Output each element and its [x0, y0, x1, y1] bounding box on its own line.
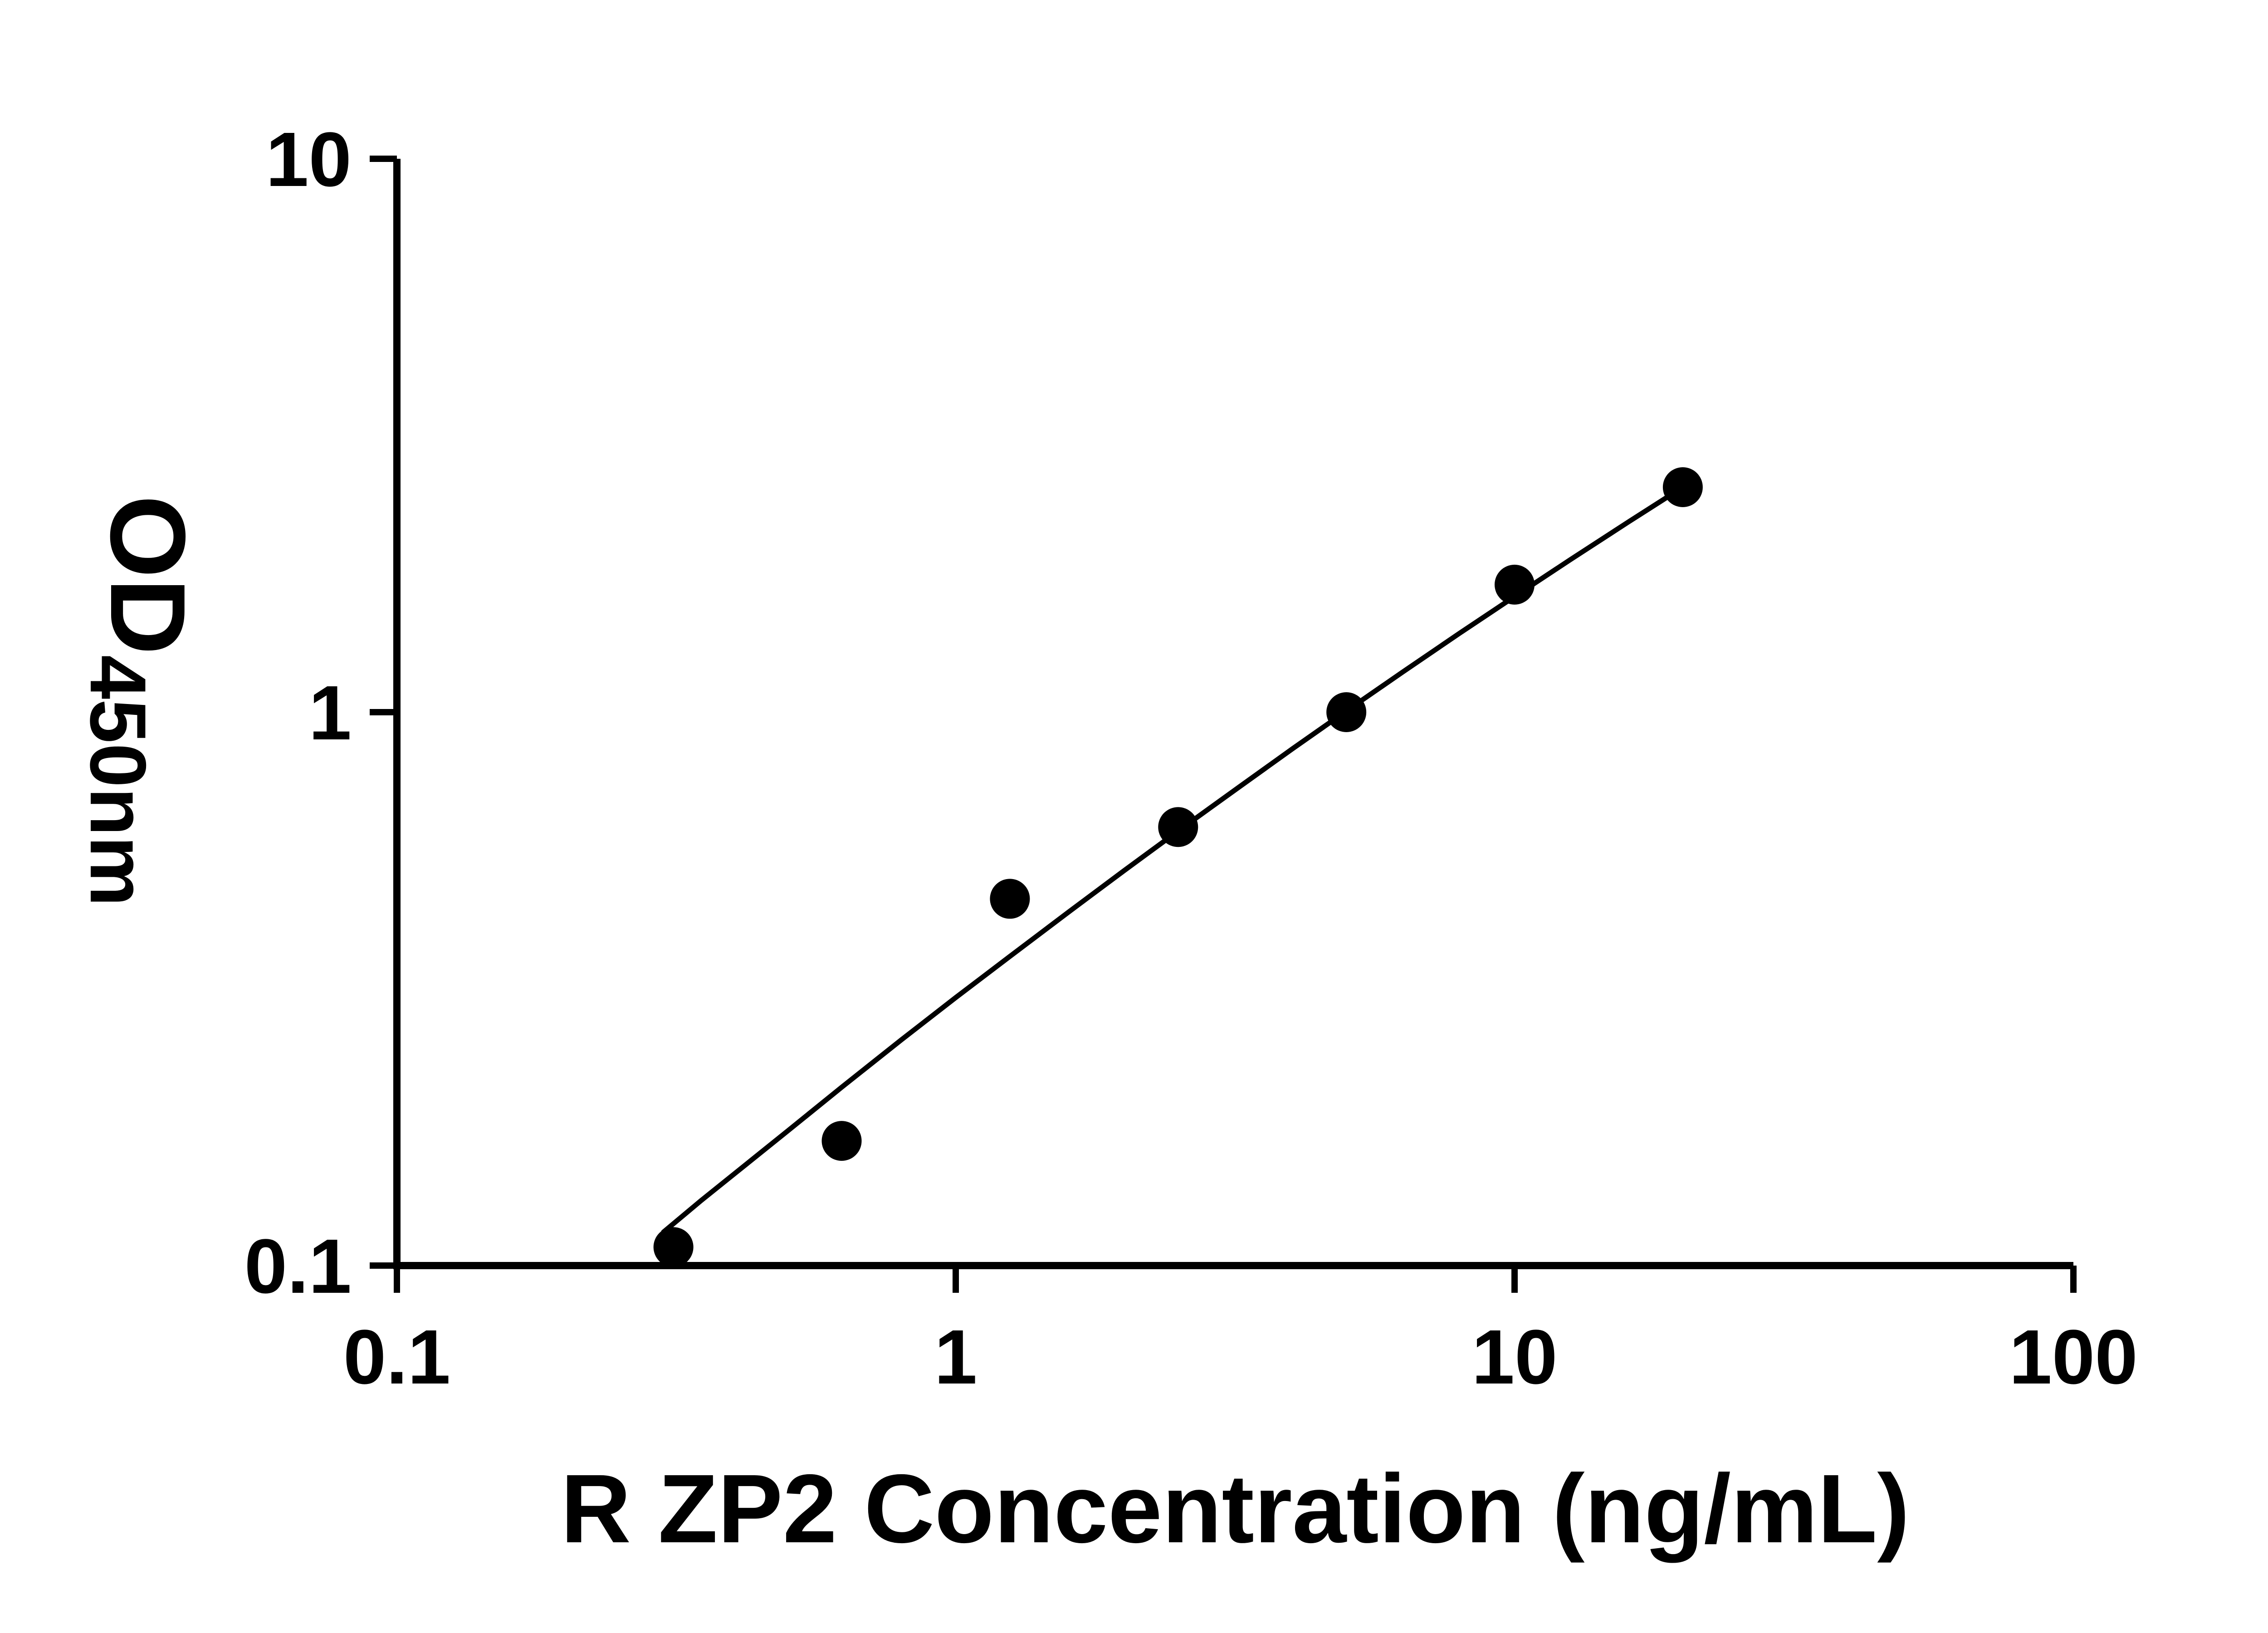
data-point [990, 879, 1030, 919]
fit-curve-line [661, 484, 1686, 1235]
data-point [653, 1227, 694, 1267]
x-axis-tick-label: 100 [2009, 1314, 2138, 1400]
y-axis-title-subscript: 450nm [73, 655, 162, 906]
y-axis-tick-label: 10 [266, 117, 352, 203]
plot-axes: 0.1 1 10 100 0.1 1 10 [244, 117, 2138, 1400]
y-axis-tick-label: 1 [308, 670, 352, 756]
data-point [1158, 807, 1198, 847]
x-axis-title: R ZP2 Concentration (ng/mL) [561, 1454, 1910, 1563]
y-axis-tick-label: 0.1 [244, 1223, 352, 1310]
data-point [1495, 564, 1535, 605]
x-axis-tick-label: 1 [934, 1314, 978, 1400]
y-axis-title-main: OD [88, 495, 208, 655]
y-axis-title: OD450nm [73, 495, 208, 907]
x-axis-tick-label: 0.1 [343, 1314, 450, 1400]
data-point [1662, 467, 1703, 508]
x-axis-tick-label: 10 [1471, 1314, 1557, 1400]
plot-series [653, 467, 1703, 1267]
data-point [821, 1121, 862, 1161]
axis-lines [393, 159, 2073, 1269]
data-point [1326, 692, 1367, 732]
